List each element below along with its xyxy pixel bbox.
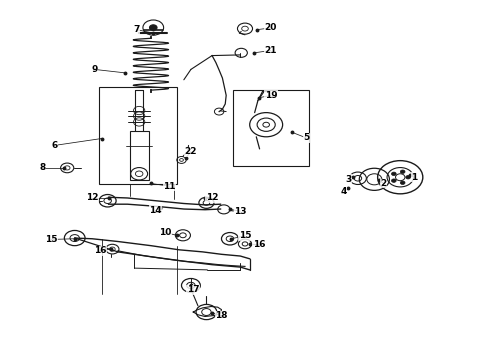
Text: 10: 10 <box>159 228 171 237</box>
Text: 2: 2 <box>381 179 387 188</box>
Circle shape <box>392 172 396 176</box>
Text: 17: 17 <box>187 285 199 294</box>
Text: 18: 18 <box>215 311 228 320</box>
Text: 7: 7 <box>134 25 140 34</box>
Text: 11: 11 <box>164 182 176 191</box>
Text: 12: 12 <box>86 193 98 202</box>
Circle shape <box>406 176 411 179</box>
Bar <box>99 87 177 184</box>
Text: 3: 3 <box>345 175 352 184</box>
Text: 15: 15 <box>239 231 251 240</box>
Text: 19: 19 <box>265 91 277 100</box>
Text: 22: 22 <box>185 147 197 156</box>
Text: 12: 12 <box>206 193 219 202</box>
Text: 13: 13 <box>234 207 246 216</box>
Circle shape <box>392 179 396 183</box>
Text: 21: 21 <box>265 46 277 55</box>
Bar <box>233 90 309 166</box>
Text: 4: 4 <box>341 186 347 195</box>
Text: 16: 16 <box>253 240 266 249</box>
Text: 8: 8 <box>40 163 46 172</box>
Circle shape <box>149 25 157 30</box>
Text: 1: 1 <box>411 173 417 182</box>
Text: 9: 9 <box>91 65 98 74</box>
Text: 6: 6 <box>51 141 58 150</box>
Circle shape <box>400 170 405 174</box>
Circle shape <box>400 181 405 184</box>
Text: 20: 20 <box>265 23 277 32</box>
Bar <box>130 131 148 180</box>
Text: 14: 14 <box>149 206 162 215</box>
Text: 16: 16 <box>94 246 106 255</box>
Text: 5: 5 <box>303 133 309 142</box>
Text: 15: 15 <box>45 235 57 244</box>
